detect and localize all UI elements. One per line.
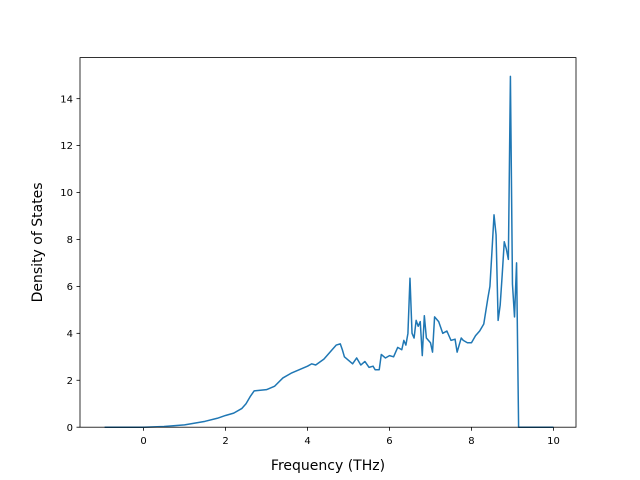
x-axis-label: Frequency (THz)	[271, 458, 385, 474]
x-tick-label: 10	[547, 436, 560, 447]
x-tick-label: 4	[304, 436, 310, 447]
plot-frame	[79, 57, 577, 428]
x-axis-ticks: 0 2 4 6 8 10	[140, 427, 560, 447]
y-tick-label: 6	[67, 282, 73, 293]
y-axis-ticks: 0 2 4 6 8 10 12 14	[60, 94, 80, 434]
x-tick-label: 2	[222, 436, 228, 447]
y-axis-label: Density of States	[30, 182, 46, 302]
y-tick-label: 2	[67, 376, 73, 387]
dos-series-line	[104, 75, 554, 428]
y-tick-label: 10	[60, 188, 73, 199]
plot-area	[80, 57, 576, 428]
y-tick-label: 12	[60, 141, 73, 152]
x-tick-label: 0	[140, 436, 146, 447]
y-tick-label: 0	[67, 423, 73, 434]
x-tick-label: 8	[468, 436, 474, 447]
y-tick-label: 8	[67, 235, 73, 246]
y-tick-label: 4	[67, 329, 73, 340]
y-tick-label: 14	[60, 94, 73, 105]
x-tick-label: 6	[386, 436, 392, 447]
